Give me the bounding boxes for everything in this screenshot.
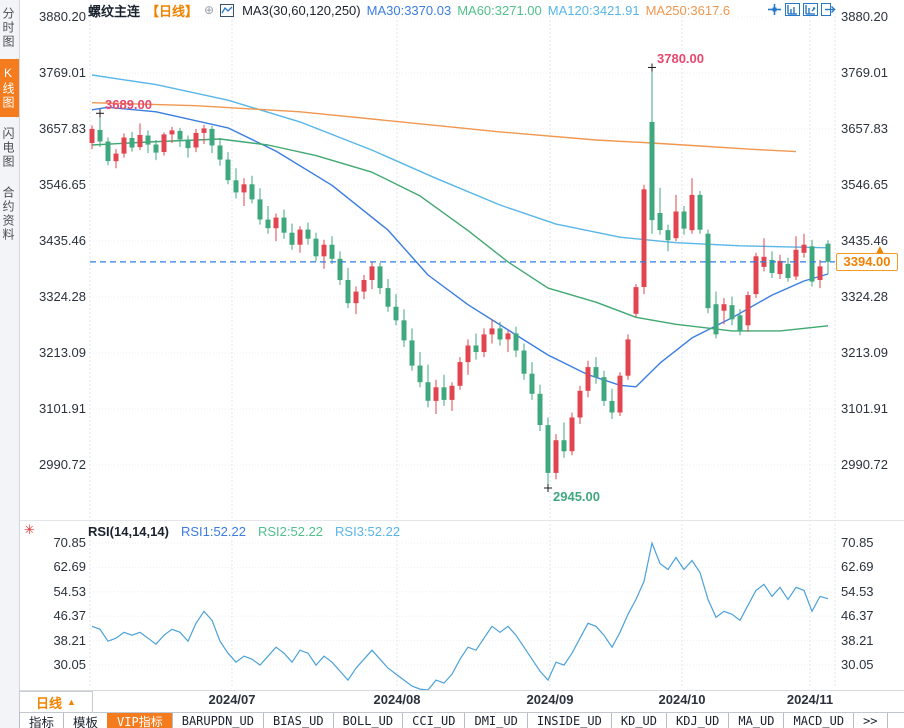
- y-axis-label-left: 3657.83: [39, 120, 86, 136]
- last-price-tag: 3394.00: [836, 252, 898, 271]
- ma250-value: MA250:3617.6: [645, 2, 731, 18]
- rsi-settings-icon[interactable]: ✳: [24, 522, 35, 537]
- rsi-axis-label-left: 38.21: [53, 632, 86, 648]
- ma-line-MA30: [91, 106, 829, 388]
- rsi-axis-label-right: 70.85: [841, 535, 874, 550]
- rsi-axis-label-right: 54.53: [841, 583, 874, 599]
- rsi-axis-label-left: 30.05: [53, 657, 86, 672]
- y-axis-label-right: 3769.01: [841, 65, 888, 80]
- indicator-tab-bias_ud[interactable]: BIAS_UD: [262, 713, 333, 728]
- y-axis-label-right: 3213.09: [841, 344, 888, 360]
- rsi-axis-label-right: 38.21: [841, 632, 874, 648]
- ma-line-MA120: [91, 74, 829, 249]
- ma60-value: MA60:3271.00: [457, 2, 542, 18]
- indicator-tab-kd_ud[interactable]: KD_UD: [610, 713, 666, 728]
- price-annotation: 2945.00: [553, 489, 600, 504]
- ma-line-MA250: [91, 102, 797, 153]
- ma-group-label: MA3(30,60,120,250): [242, 2, 361, 18]
- axis-scale-lock-icon[interactable]: [803, 3, 818, 16]
- indicator-tab-[interactable]: 模板: [63, 713, 107, 728]
- y-axis-label-right: 3435.46: [841, 232, 888, 248]
- symbol-name: 螺纹主连: [88, 3, 141, 19]
- rsi-axis-label-left: 54.53: [53, 583, 86, 599]
- period-selector-arrow-icon: ▲: [67, 697, 76, 707]
- rsi-line: [91, 541, 829, 691]
- rsi3-value: RSI3:52.22: [335, 524, 401, 539]
- y-axis-label-left: 3101.91: [39, 400, 86, 416]
- collapse-right-icon[interactable]: [821, 3, 836, 16]
- y-axis-label-left: 3880.20: [39, 9, 86, 24]
- indicator-tab-dmi_ud[interactable]: DMI_UD: [464, 713, 526, 728]
- rsi-axis-label-left: 46.37: [53, 608, 86, 624]
- indicator-tab-cci_ud[interactable]: CCI_UD: [402, 713, 464, 728]
- crosshair-icon[interactable]: [767, 3, 782, 16]
- axis-scale-icon[interactable]: [785, 3, 800, 16]
- indicator-tab-filler: [886, 713, 904, 728]
- x-axis-label: 2024/08: [373, 692, 421, 707]
- ma30-value: MA30:3370.03: [366, 2, 452, 18]
- rsi-header: RSI(14,14,14) RSI1:52.22 RSI2:52.22 RSI3…: [88, 524, 400, 539]
- rsi-axis-label-right: 62.69: [841, 559, 874, 575]
- indicator-tab-[interactable]: 指标: [19, 713, 63, 728]
- rsi1-value: RSI1:52.22: [180, 524, 246, 539]
- price-annotation: 3689.00: [105, 97, 152, 113]
- chart-toolbar: [767, 3, 836, 16]
- ma120-value: MA120:3421.91: [547, 2, 640, 18]
- y-axis-label-right: 2990.72: [841, 456, 888, 472]
- indicator-tab-inside_ud[interactable]: INSIDE_UD: [526, 713, 611, 728]
- sidebar-tab-contract-info[interactable]: 合约资料: [1, 186, 15, 242]
- rsi2-value: RSI2:52.22: [257, 524, 324, 539]
- y-axis-label-right: 3101.91: [841, 400, 888, 416]
- left-sidebar: 分时图 K线图闪电图合约资料: [0, 0, 20, 728]
- y-axis-label-right: 3546.65: [841, 176, 888, 192]
- rsi-axis-label-left: 70.85: [53, 535, 86, 550]
- indicator-tab-vip[interactable]: VIP指标: [107, 713, 172, 728]
- indicator-tab-macd_ud[interactable]: MACD_UD: [783, 713, 853, 728]
- y-axis-label-left: 3546.65: [39, 176, 86, 192]
- indicator-tab-bar: 指标 模板 VIP指标 BARUPDN_UD BIAS_UD BOLL_UD CCI_UD D…: [19, 712, 904, 728]
- x-axis-label: 2024/11: [786, 692, 834, 707]
- add-indicator-icon[interactable]: ⊕: [204, 3, 215, 17]
- period-label: 【日线】: [146, 3, 199, 19]
- chart-type-icon[interactable]: [220, 3, 235, 17]
- y-axis-label-left: 3769.01: [39, 65, 86, 80]
- x-axis-label: 2024/07: [208, 692, 256, 707]
- rsi-axis-label-left: 62.69: [53, 559, 86, 575]
- indicator-tab-[interactable]: >>: [853, 713, 886, 728]
- chart-header: 螺纹主连 【日线】 ⊕ MA3(30,60,120,250) MA30:3370…: [88, 2, 731, 19]
- rsi-axis-label-right: 46.37: [841, 608, 874, 624]
- sidebar-tab-kline-chart[interactable]: K线图: [0, 59, 19, 117]
- indicator-tab-barupdn_ud[interactable]: BARUPDN_UD: [171, 713, 263, 728]
- y-axis-label-right: 3657.83: [841, 120, 888, 136]
- y-axis-label-left: 3324.28: [39, 288, 86, 304]
- y-axis-label-right: 3324.28: [841, 288, 888, 304]
- xaxis-separator: [19, 690, 904, 691]
- y-axis-label-left: 3435.46: [39, 232, 86, 248]
- price-annotation: 3780.00: [657, 51, 704, 67]
- y-axis-label-left: 2990.72: [39, 456, 86, 472]
- indicator-tab-boll_ud[interactable]: BOLL_UD: [332, 713, 403, 728]
- ma-line-MA60: [91, 138, 829, 332]
- pane-separator: [19, 520, 904, 521]
- indicator-tab-kdj_ud[interactable]: KDJ_UD: [666, 713, 728, 728]
- y-axis-label-left: 3213.09: [39, 344, 86, 360]
- indicator-tab-ma_ud[interactable]: MA_UD: [728, 713, 783, 728]
- y-axis-label-right: 3880.20: [841, 9, 888, 24]
- rsi-axis-label-right: 30.05: [841, 657, 874, 672]
- price-up-arrow-icon: ▲: [874, 241, 886, 256]
- period-selector-label: 日线: [36, 695, 63, 711]
- period-selector-button[interactable]: 日线 ▲: [19, 691, 93, 713]
- x-axis-label: 2024/09: [526, 692, 574, 707]
- rsi-title: RSI(14,14,14): [88, 524, 169, 539]
- sidebar-tab-lightning-chart[interactable]: 闪电图: [1, 127, 15, 169]
- sidebar-tab-time-chart[interactable]: 分时图: [1, 7, 15, 49]
- x-axis-label: 2024/10: [658, 692, 706, 707]
